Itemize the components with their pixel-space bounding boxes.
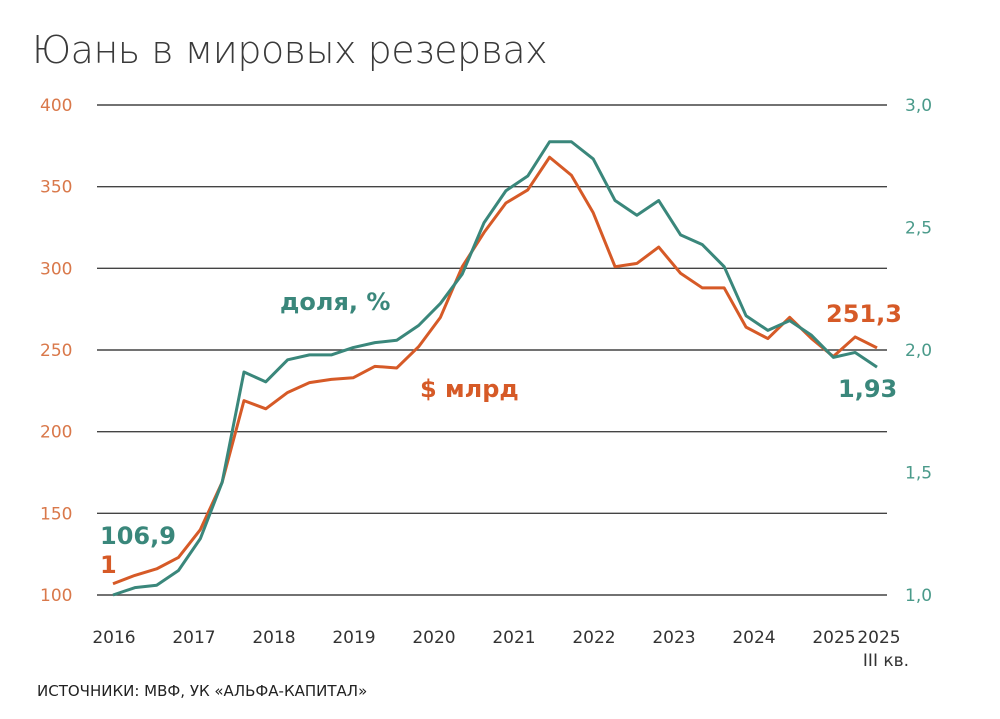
- x-tick-label: 2025: [857, 628, 900, 648]
- x-tick-label: 2022: [572, 628, 615, 648]
- left-tick-label: 400: [40, 96, 72, 116]
- start-value-label-bottom: 1: [100, 551, 117, 579]
- left-tick-label: 350: [40, 178, 72, 198]
- x-tick-label: 2016: [92, 628, 135, 648]
- x-axis-ticks: 2016 2017 2018 2019 2020 2021 2022 2023 2024 2025…: [92, 628, 900, 648]
- source-note: ИСТОЧНИКИ: МВФ, УК «АЛЬФА-КАПИТАЛ»: [37, 682, 367, 700]
- usd-series-label: $ млрд: [420, 375, 519, 403]
- right-tick-label: 1,5: [905, 464, 932, 484]
- left-tick-label: 150: [40, 504, 72, 524]
- left-axis-ticks: 400 350 300 250 200 150 100: [40, 96, 72, 606]
- x-tick-label: 2017: [172, 628, 215, 648]
- usd-series-line: [112, 155, 878, 586]
- x-tick-label: 2023: [652, 628, 695, 648]
- left-tick-label: 100: [40, 586, 72, 606]
- chart-title: Юань в мировых резервах: [32, 28, 547, 72]
- x-tick-label: 2020: [412, 628, 455, 648]
- x-tick-label: 2021: [492, 628, 535, 648]
- right-tick-label: 2,0: [905, 341, 932, 361]
- gridlines: [97, 104, 887, 596]
- share-series-line: [112, 140, 878, 597]
- left-tick-label: 250: [40, 341, 72, 361]
- share-series-label: доля, %: [280, 288, 390, 316]
- x-tick-label: 2018: [252, 628, 295, 648]
- series-lines: [112, 140, 878, 597]
- x-tick-label: 2019: [332, 628, 375, 648]
- right-tick-label: 2,5: [905, 219, 932, 239]
- x-tick-label: 2025: [812, 628, 855, 648]
- right-axis-ticks: 3,0 2,5 2,0 1,5 1,0: [905, 96, 932, 606]
- usd-last-value-label: 251,3: [826, 300, 902, 328]
- x-last-sublabel: III кв.: [863, 651, 909, 671]
- right-tick-label: 3,0: [905, 96, 932, 116]
- right-tick-label: 1,0: [905, 586, 932, 606]
- start-value-label-top: 106,9: [100, 522, 176, 550]
- left-tick-label: 300: [40, 259, 72, 279]
- x-tick-label: 2024: [732, 628, 775, 648]
- share-last-value-label: 1,93: [838, 375, 897, 403]
- left-tick-label: 200: [40, 423, 72, 443]
